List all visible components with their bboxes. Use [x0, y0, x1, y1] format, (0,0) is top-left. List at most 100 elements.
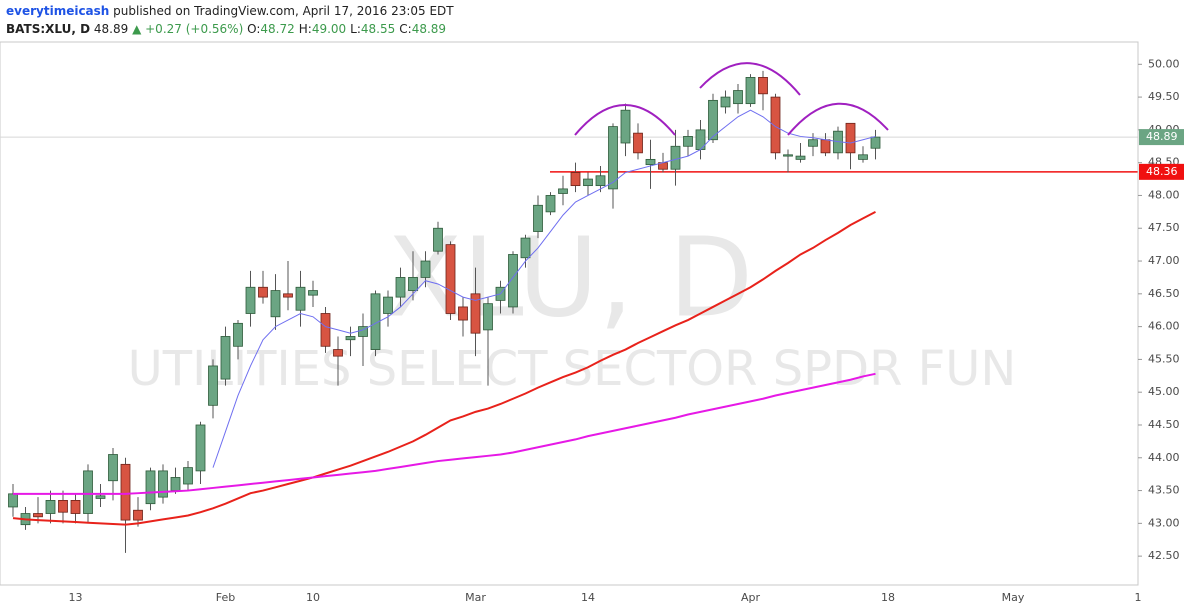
up-arrow: ▲: [132, 22, 142, 36]
candle-body: [558, 188, 568, 194]
candle-body: [308, 290, 318, 296]
candle-body: [133, 509, 143, 521]
candle-body: [370, 293, 381, 350]
candle-body: [183, 467, 193, 485]
y-tick-label: 44.00: [1148, 451, 1180, 464]
candle-body: [345, 336, 356, 341]
candle-body: [45, 500, 56, 514]
candle-body: [233, 322, 243, 347]
candle-body: [108, 454, 118, 482]
y-tick-label: 46.50: [1148, 287, 1180, 300]
candle-body: [620, 109, 631, 144]
ohlc-label: C:: [399, 22, 412, 36]
pattern-arcs: [574, 62, 889, 136]
candle-body: [820, 139, 831, 154]
price-label-box: [1139, 163, 1184, 180]
candle-body: [158, 470, 168, 498]
candle-body: [270, 290, 281, 318]
y-tick-label: 42.50: [1148, 549, 1180, 562]
header-line: everytimeicash published on TradingView.…: [6, 2, 454, 20]
candle-body: [670, 145, 681, 170]
y-tick-label: 44.50: [1148, 418, 1180, 431]
candle-body: [95, 495, 106, 499]
candle-body: [795, 155, 806, 160]
candle-body: [745, 77, 756, 105]
symbol: BATS:XLU, D: [6, 22, 91, 36]
candle-body: [33, 513, 43, 518]
candle-body: [570, 172, 581, 187]
candle-body: [470, 293, 481, 334]
candle-body: [420, 260, 431, 278]
candle-body: [295, 286, 306, 311]
candle-body: [583, 178, 593, 187]
header-line: BATS:XLU, D 48.89 ▲ +0.27 (+0.56%) O:48.…: [6, 20, 454, 38]
ohlc-value: 49.00: [311, 22, 347, 36]
ohlc-value: 48.89: [411, 22, 447, 36]
candle-body: [458, 306, 468, 321]
candle-body: [845, 122, 856, 154]
candle-body: [545, 195, 556, 213]
marks: [0, 70, 1138, 553]
candle-body: [8, 493, 18, 508]
candle-body: [858, 154, 868, 160]
y-tick-label: 43.50: [1148, 484, 1180, 497]
ohlc-label: L:: [350, 22, 361, 36]
candle-body: [533, 204, 543, 232]
candle-body: [720, 96, 731, 108]
candle-body: [783, 154, 793, 157]
arc: [699, 62, 801, 96]
ohlc-value: 48.55: [360, 22, 396, 36]
x-tick-label: Mar: [465, 591, 486, 604]
candle-body: [408, 277, 418, 291]
candle-body: [758, 77, 768, 95]
y-tick-label: 46.00: [1148, 320, 1180, 333]
candle-body: [595, 175, 606, 187]
candle-body: [70, 500, 81, 514]
candle-body: [220, 336, 231, 380]
y-tick-label: 47.50: [1148, 221, 1180, 234]
candle-body: [83, 470, 93, 514]
candle-body: [58, 500, 68, 513]
ohlc-label: H:: [298, 22, 312, 36]
ma-line: [13, 372, 876, 495]
candle-body: [195, 424, 206, 472]
candle-body: [333, 349, 343, 357]
x-tick-label: 18: [881, 591, 895, 604]
ohlc-value: 48.72: [260, 22, 295, 36]
candle-body: [258, 286, 268, 298]
x-tick-label: May: [1002, 591, 1025, 604]
candle-body: [508, 254, 518, 308]
published: published on TradingView.com, April 17, …: [113, 4, 454, 18]
change: +0.27 (+0.56%): [145, 22, 244, 36]
candle-body: [870, 136, 881, 149]
header: everytimeicash published on TradingView.…: [6, 2, 454, 38]
x-tick-label: 10: [306, 591, 320, 604]
plot-area: [0, 41, 1139, 586]
x-tick-label: 13: [69, 591, 83, 604]
price-label-box: [1139, 129, 1184, 146]
candle-body: [145, 470, 156, 505]
author[interactable]: everytimeicash: [6, 4, 110, 18]
candle-body: [433, 227, 443, 252]
candle-body: [395, 277, 406, 298]
candle-body: [208, 365, 218, 406]
candle-body: [520, 237, 531, 259]
price-label: 48.89: [1146, 130, 1178, 143]
candle-body: [808, 139, 818, 147]
ohlc: O:48.72 H:49.00 L:48.55 C:48.89: [247, 22, 450, 36]
candle-body: [608, 126, 618, 190]
y-tick-label: 49.50: [1148, 90, 1180, 103]
x-tick-label: Feb: [216, 591, 235, 604]
y-tick-label: 47.00: [1148, 254, 1180, 267]
y-tick-label: 45.00: [1148, 385, 1180, 398]
candle-body: [483, 303, 493, 331]
x-tick-label: 14: [581, 591, 595, 604]
x-tick-label: 1: [1135, 591, 1142, 604]
ohlc-label: O:: [247, 22, 261, 36]
arc: [574, 104, 676, 136]
ma-line: [12, 210, 876, 526]
watermark-subtitle: UTILITIES SELECT SECTOR SPDR FUN: [128, 341, 1017, 397]
ma-line: [212, 109, 876, 468]
candle-body: [633, 132, 643, 154]
candle-body: [320, 313, 331, 347]
